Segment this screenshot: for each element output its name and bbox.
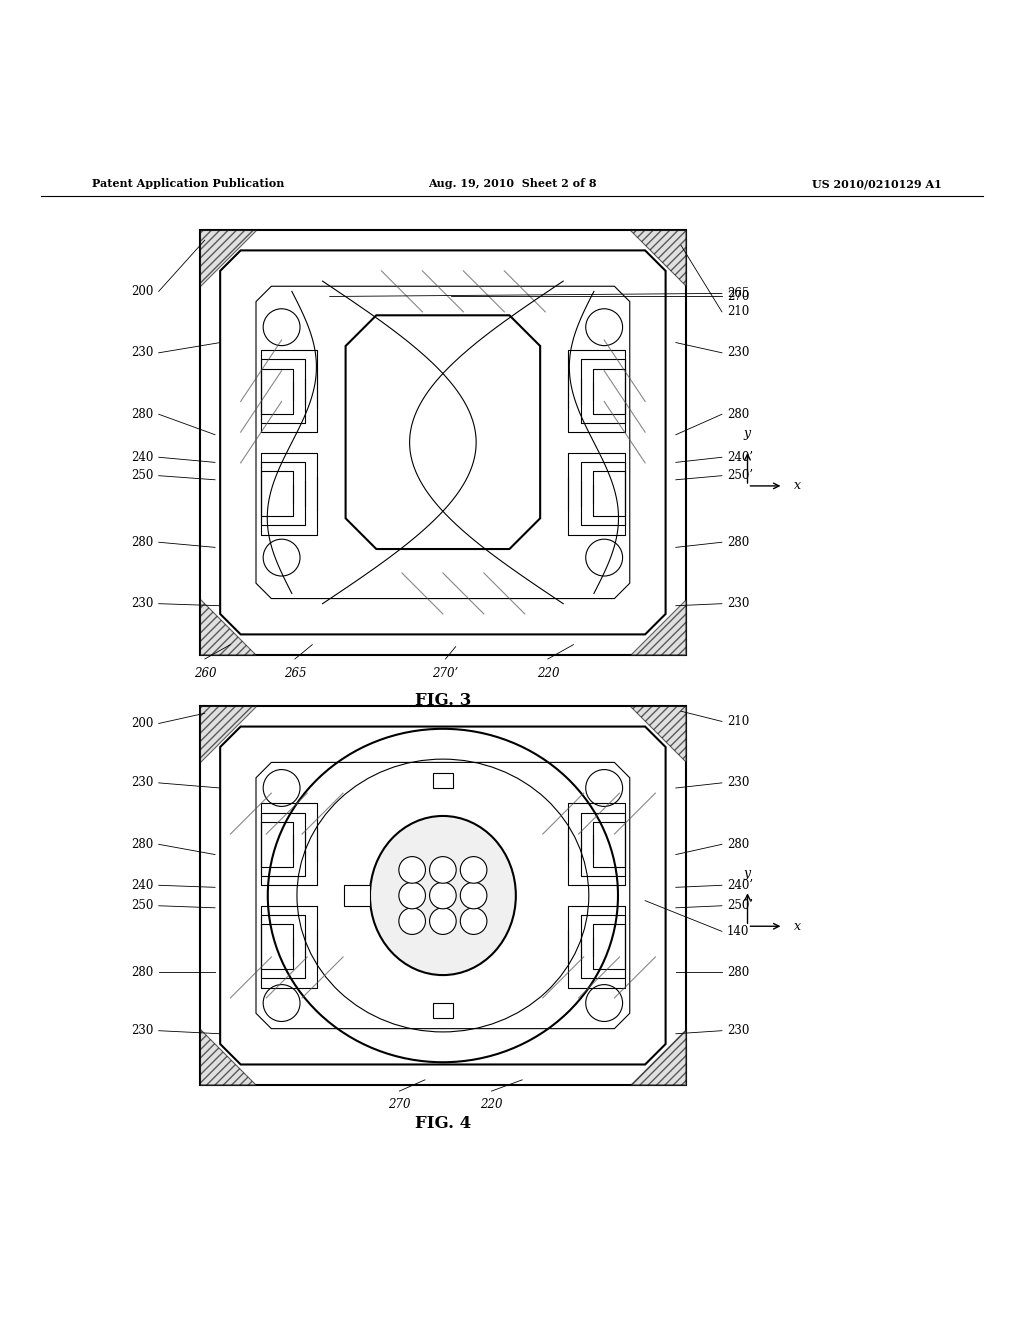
Text: 280: 280 — [131, 966, 154, 979]
Circle shape — [586, 309, 623, 346]
Circle shape — [460, 882, 487, 909]
Text: 210: 210 — [727, 715, 750, 727]
Circle shape — [586, 985, 623, 1022]
Text: 280: 280 — [727, 536, 750, 549]
Bar — [432, 1003, 453, 1019]
Text: 280: 280 — [727, 838, 750, 851]
Ellipse shape — [370, 816, 516, 975]
Circle shape — [430, 882, 457, 909]
Polygon shape — [630, 706, 686, 763]
Circle shape — [460, 908, 487, 935]
Text: 230: 230 — [727, 346, 750, 359]
Polygon shape — [200, 598, 256, 655]
Text: 270’: 270’ — [432, 667, 459, 680]
Text: 230: 230 — [131, 776, 154, 789]
Circle shape — [586, 539, 623, 576]
Circle shape — [460, 857, 487, 883]
Text: 210: 210 — [727, 305, 750, 318]
Text: 240: 240 — [131, 879, 154, 892]
Text: 240’: 240’ — [727, 450, 754, 463]
Text: 280: 280 — [131, 408, 154, 421]
Text: FIG. 4: FIG. 4 — [415, 1115, 471, 1133]
Text: 200: 200 — [131, 285, 154, 298]
Text: 280: 280 — [131, 536, 154, 549]
Text: 220: 220 — [480, 1098, 503, 1111]
Circle shape — [398, 908, 426, 935]
Polygon shape — [200, 230, 256, 286]
Circle shape — [263, 309, 300, 346]
Text: 265: 265 — [727, 286, 750, 300]
Text: 250’: 250’ — [727, 899, 754, 912]
Polygon shape — [345, 315, 541, 549]
Polygon shape — [200, 1028, 256, 1085]
Text: 270: 270 — [388, 1098, 411, 1111]
Text: 280: 280 — [727, 408, 750, 421]
Text: x: x — [794, 920, 801, 933]
Text: 280: 280 — [131, 838, 154, 851]
Circle shape — [398, 882, 426, 909]
Bar — [432, 772, 453, 788]
Text: 250: 250 — [131, 899, 154, 912]
Polygon shape — [200, 706, 256, 763]
Text: 270: 270 — [727, 290, 750, 304]
Polygon shape — [630, 230, 686, 286]
Circle shape — [263, 985, 300, 1022]
Text: 230: 230 — [131, 597, 154, 610]
Text: y: y — [744, 426, 751, 440]
Text: Aug. 19, 2010  Sheet 2 of 8: Aug. 19, 2010 Sheet 2 of 8 — [428, 178, 596, 189]
Text: 230: 230 — [727, 597, 750, 610]
Text: 230: 230 — [131, 346, 154, 359]
Polygon shape — [630, 598, 686, 655]
Text: 240: 240 — [131, 450, 154, 463]
Text: 250’: 250’ — [727, 469, 754, 482]
Circle shape — [263, 770, 300, 807]
Text: x: x — [794, 479, 801, 492]
Text: US 2010/0210129 A1: US 2010/0210129 A1 — [812, 178, 942, 189]
Text: 280: 280 — [727, 966, 750, 979]
Text: 260: 260 — [194, 667, 216, 680]
Circle shape — [586, 770, 623, 807]
Text: 230: 230 — [131, 1024, 154, 1038]
Bar — [344, 886, 370, 906]
Circle shape — [430, 908, 457, 935]
Circle shape — [263, 539, 300, 576]
Circle shape — [430, 857, 457, 883]
Text: 230: 230 — [727, 1024, 750, 1038]
Text: 140: 140 — [727, 925, 750, 937]
Text: FIG. 3: FIG. 3 — [415, 693, 471, 709]
Text: Patent Application Publication: Patent Application Publication — [92, 178, 285, 189]
Text: 220: 220 — [537, 667, 559, 680]
Circle shape — [398, 857, 426, 883]
Text: 230: 230 — [727, 776, 750, 789]
Polygon shape — [630, 1028, 686, 1085]
Text: 200: 200 — [131, 717, 154, 730]
Text: y: y — [744, 867, 751, 880]
Text: 265: 265 — [284, 667, 306, 680]
Text: 240’: 240’ — [727, 879, 754, 892]
Text: 250: 250 — [131, 469, 154, 482]
